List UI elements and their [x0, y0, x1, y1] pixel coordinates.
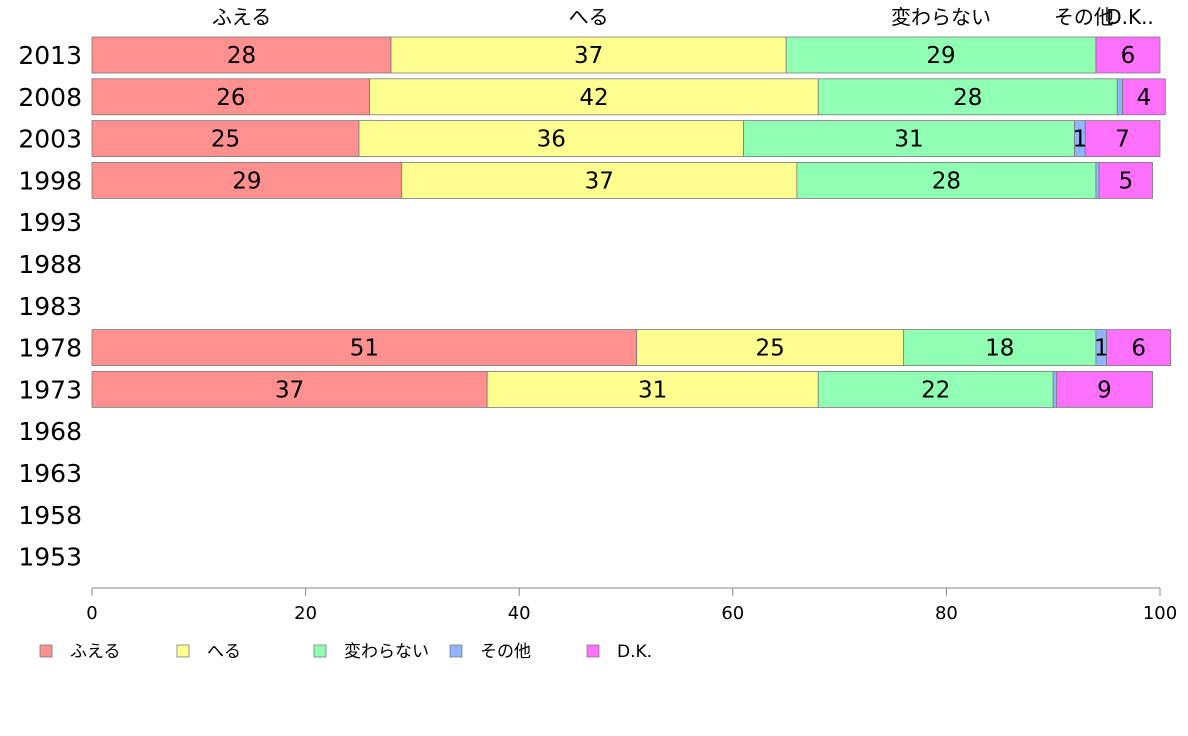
x-axis: 0 20 40 60 80 100 — [86, 587, 1177, 624]
y-label-1958: 1958 — [18, 501, 82, 530]
legend-label-D.K.: D.K. — [617, 642, 652, 662]
legend-swatch-変わらない — [313, 644, 327, 658]
bar-2008-へる — [369, 78, 819, 116]
legend: ふえる へる 変わらない その他 D.K. — [39, 642, 652, 662]
y-label-1968: 1968 — [18, 417, 82, 446]
data-label-1978-へる: 25 — [756, 336, 785, 362]
bar-2013-へる — [390, 36, 787, 74]
data-label-2013-変わらない: 29 — [926, 43, 955, 69]
top-label-その他: その他 — [1054, 5, 1114, 29]
y-label-1983: 1983 — [18, 292, 82, 321]
y-label-1978: 1978 — [18, 334, 82, 363]
data-label-2013-ふえる: 28 — [227, 43, 256, 69]
data-label-2003-ふえる: 25 — [211, 127, 240, 153]
bar-1973-その他 — [1052, 370, 1057, 408]
bar-1998-D.K. — [1098, 161, 1153, 199]
bar-2013-ふえる — [91, 36, 392, 74]
data-label-1978-その他: 1 — [1094, 336, 1109, 362]
top-label-ふえる: ふえる — [212, 5, 271, 29]
legend-swatch-D.K. — [586, 644, 600, 658]
data-label-1978-変わらない: 18 — [985, 336, 1014, 362]
x-tick-label-20: 20 — [294, 603, 317, 624]
data-label-2003-へる: 36 — [537, 127, 566, 153]
data-label-2013-D.K.: 6 — [1121, 43, 1136, 69]
bar-1973-D.K. — [1056, 370, 1153, 408]
bar-2013-変わらない — [785, 36, 1097, 74]
y-label-2003: 2003 — [18, 125, 82, 154]
y-label-1953: 1953 — [18, 543, 82, 572]
bar-2003-へる — [358, 120, 744, 157]
bar-1973-ふえる — [91, 370, 488, 408]
x-tick-label-60: 60 — [721, 603, 744, 624]
legend-label-その他: その他 — [480, 642, 531, 662]
bar-1998-へる — [401, 161, 798, 199]
bar-2008-その他 — [1116, 78, 1124, 116]
legend-swatch-その他 — [449, 644, 463, 658]
bar-1998-ふえる — [91, 161, 403, 199]
bar-2003-D.K. — [1084, 120, 1161, 157]
bar-1978-へる — [636, 329, 905, 367]
x-tick-label-80: 80 — [935, 603, 958, 624]
x-tick-label-40: 40 — [508, 603, 531, 624]
top-label-D.K.: D.K.. — [1106, 5, 1154, 29]
data-label-1978-D.K.: 6 — [1131, 336, 1146, 362]
data-label-1973-D.K.: 9 — [1097, 377, 1112, 403]
data-label-1998-へる: 37 — [585, 168, 614, 194]
top-label-変わらない: 変わらない — [891, 5, 991, 29]
data-label-2003-変わらない: 31 — [894, 127, 923, 153]
bar-1998-変わらない — [796, 161, 1097, 199]
bar-1973-へる — [486, 370, 819, 408]
x-tick-label-100: 100 — [1143, 603, 1177, 624]
data-label-2008-へる: 42 — [579, 85, 608, 111]
bar-1978-変わらない — [903, 329, 1097, 367]
y-label-1998: 1998 — [18, 166, 82, 195]
data-label-2013-へる: 37 — [574, 43, 603, 69]
bar-2008-ふえる — [91, 78, 371, 116]
data-label-1998-D.K.: 5 — [1119, 168, 1134, 194]
top-label-へる: へる — [569, 5, 609, 29]
y-label-2013: 2013 — [18, 41, 82, 70]
legend-label-ふえる: ふえる — [70, 642, 121, 662]
data-label-1973-ふえる: 37 — [275, 377, 304, 403]
bar-2008-変わらない — [817, 78, 1118, 116]
data-label-1978-ふえる: 51 — [350, 336, 379, 362]
y-label-1993: 1993 — [18, 208, 82, 237]
bar-1978-ふえる — [91, 329, 638, 367]
y-label-2008: 2008 — [18, 83, 82, 112]
bar-1973-変わらない — [817, 370, 1054, 408]
bar-2013-D.K. — [1095, 36, 1161, 74]
y-axis-labels: 2013 2008 2003 1998 1993 1988 1983 1978 1973 1968… — [18, 41, 82, 572]
bar-2008-D.K. — [1122, 78, 1166, 116]
data-label-1973-へる: 31 — [638, 377, 667, 403]
bars: 28 37 29 626 42 28 425 36 31 1 729 37 28 551 25 18 1 637 3… — [91, 36, 1172, 408]
data-label-2008-変わらない: 28 — [953, 85, 982, 111]
data-label-2008-ふえる: 26 — [216, 85, 245, 111]
legend-swatch-ふえる — [39, 644, 53, 658]
bar-1998-その他 — [1095, 161, 1100, 199]
y-label-1973: 1973 — [18, 375, 82, 404]
data-label-2008-D.K.: 4 — [1137, 85, 1152, 111]
legend-label-へる: へる — [207, 642, 241, 662]
data-label-1998-ふえる: 29 — [232, 168, 261, 194]
data-label-2003-その他: 1 — [1073, 127, 1088, 153]
y-label-1963: 1963 — [18, 459, 82, 488]
data-label-1998-変わらない: 28 — [932, 168, 961, 194]
bar-1978-D.K. — [1106, 329, 1172, 367]
y-label-1988: 1988 — [18, 250, 82, 279]
data-label-2003-D.K.: 7 — [1115, 127, 1130, 153]
x-tick-label-0: 0 — [86, 603, 97, 624]
legend-label-変わらない: 変わらない — [344, 642, 429, 662]
data-label-1973-変わらない: 22 — [921, 377, 950, 403]
legend-swatch-へる — [176, 644, 190, 658]
bar-2003-ふえる — [91, 120, 360, 157]
